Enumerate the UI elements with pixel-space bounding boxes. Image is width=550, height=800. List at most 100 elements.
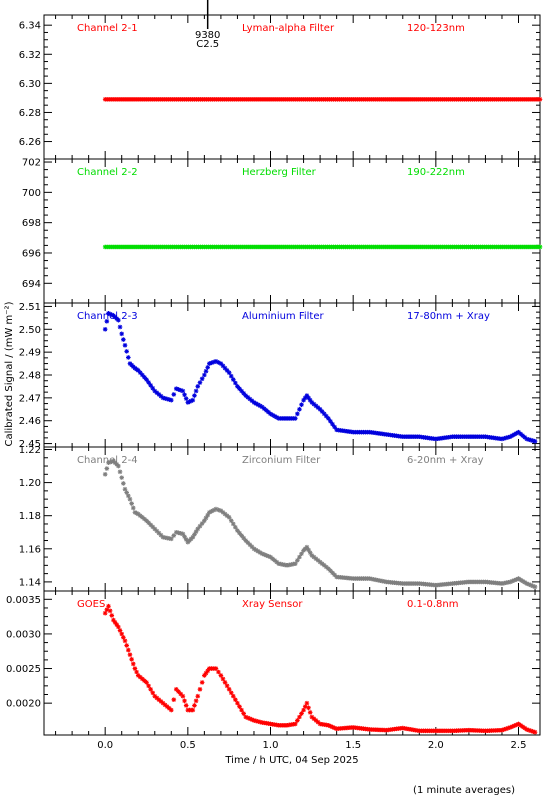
data-point (266, 553, 271, 559)
data-point (134, 510, 139, 516)
data-point (150, 524, 156, 530)
data-point (192, 393, 197, 398)
data-point (127, 496, 133, 502)
data-point (119, 475, 125, 480)
data-point (332, 424, 337, 430)
data-point (522, 434, 528, 440)
data-series (102, 458, 538, 590)
data-point (235, 528, 240, 533)
data-point (182, 392, 187, 398)
data-point (182, 698, 187, 704)
data-point (272, 558, 277, 563)
data-point (505, 434, 511, 440)
data-point (205, 668, 210, 674)
y-tick-label: 700 (22, 188, 41, 199)
data-point (237, 386, 242, 392)
panel-band-label: 17-80nm + Xray (407, 311, 490, 322)
data-point (503, 435, 509, 441)
data-point (293, 561, 298, 566)
data-point (192, 703, 197, 708)
data-point (216, 360, 221, 365)
data-point (228, 373, 234, 379)
data-point (510, 578, 515, 584)
data-point (156, 392, 162, 397)
data-point (253, 401, 259, 406)
data-point (255, 719, 261, 724)
data-point (195, 526, 201, 532)
data-point (169, 536, 174, 542)
data-point (233, 380, 238, 386)
data-point (302, 704, 308, 709)
data-point (518, 577, 523, 583)
data-point (173, 687, 179, 692)
data-point (332, 725, 337, 731)
data-point (249, 398, 255, 404)
data-point (171, 392, 177, 397)
y-tick-label: 0.0035 (6, 595, 41, 606)
data-point (114, 622, 120, 627)
data-point (117, 628, 123, 633)
data-point (116, 317, 121, 323)
data-point (116, 463, 121, 469)
data-point (259, 404, 265, 410)
data-point (199, 521, 205, 526)
data-point (193, 698, 199, 704)
data-point (328, 723, 333, 729)
data-point (306, 547, 311, 553)
data-point (297, 714, 302, 720)
y-tick-label: 1.18 (19, 511, 41, 522)
y-tick-label: 6.30 (19, 79, 41, 90)
data-point (130, 661, 136, 667)
data-point (213, 666, 219, 671)
data-point (315, 405, 321, 410)
data-point (152, 526, 158, 532)
data-point (122, 638, 128, 644)
data-point (295, 558, 300, 563)
data-point (117, 324, 123, 330)
data-point (522, 580, 528, 585)
data-point (512, 432, 517, 437)
data-point (104, 466, 110, 471)
data-point (253, 547, 259, 553)
data-point (192, 532, 197, 537)
data-point (262, 552, 267, 557)
data-point (146, 520, 151, 526)
y-tick-label: 696 (22, 248, 41, 259)
y-tick-label: 6.34 (19, 21, 41, 32)
data-point (237, 704, 242, 709)
data-point (514, 577, 519, 582)
panel-band-label: 6-20nm + Xray (407, 455, 484, 466)
data-point (518, 431, 523, 437)
data-point (309, 553, 315, 558)
x-axis-title: Time / h UTC, 04 Sep 2025 (224, 755, 358, 766)
data-point (195, 693, 201, 699)
y-tick-label: 698 (22, 218, 41, 229)
y-tick-label: 1.22 (19, 445, 41, 456)
data-point (330, 570, 335, 576)
data-point (209, 360, 214, 366)
flare-marker-label: 9380 (195, 30, 220, 41)
data-point (195, 384, 201, 389)
data-point (148, 382, 153, 388)
data-point (220, 676, 226, 682)
data-point (135, 673, 141, 678)
data-point (266, 409, 271, 415)
data-point (222, 511, 228, 517)
data-point (197, 687, 203, 692)
data-point (243, 714, 249, 720)
panel-frame (43, 158, 541, 304)
data-point (106, 460, 111, 466)
data-point (241, 535, 246, 541)
data-point (126, 355, 131, 360)
data-point (164, 396, 170, 402)
data-point (231, 521, 236, 527)
panel-frame (43, 14, 541, 160)
data-point (126, 493, 131, 499)
data-point (245, 540, 251, 545)
data-point (190, 707, 196, 713)
data-point (328, 418, 333, 424)
data-point (222, 365, 228, 371)
data-point (306, 705, 311, 711)
data-point (510, 433, 515, 438)
data-point (307, 550, 313, 555)
